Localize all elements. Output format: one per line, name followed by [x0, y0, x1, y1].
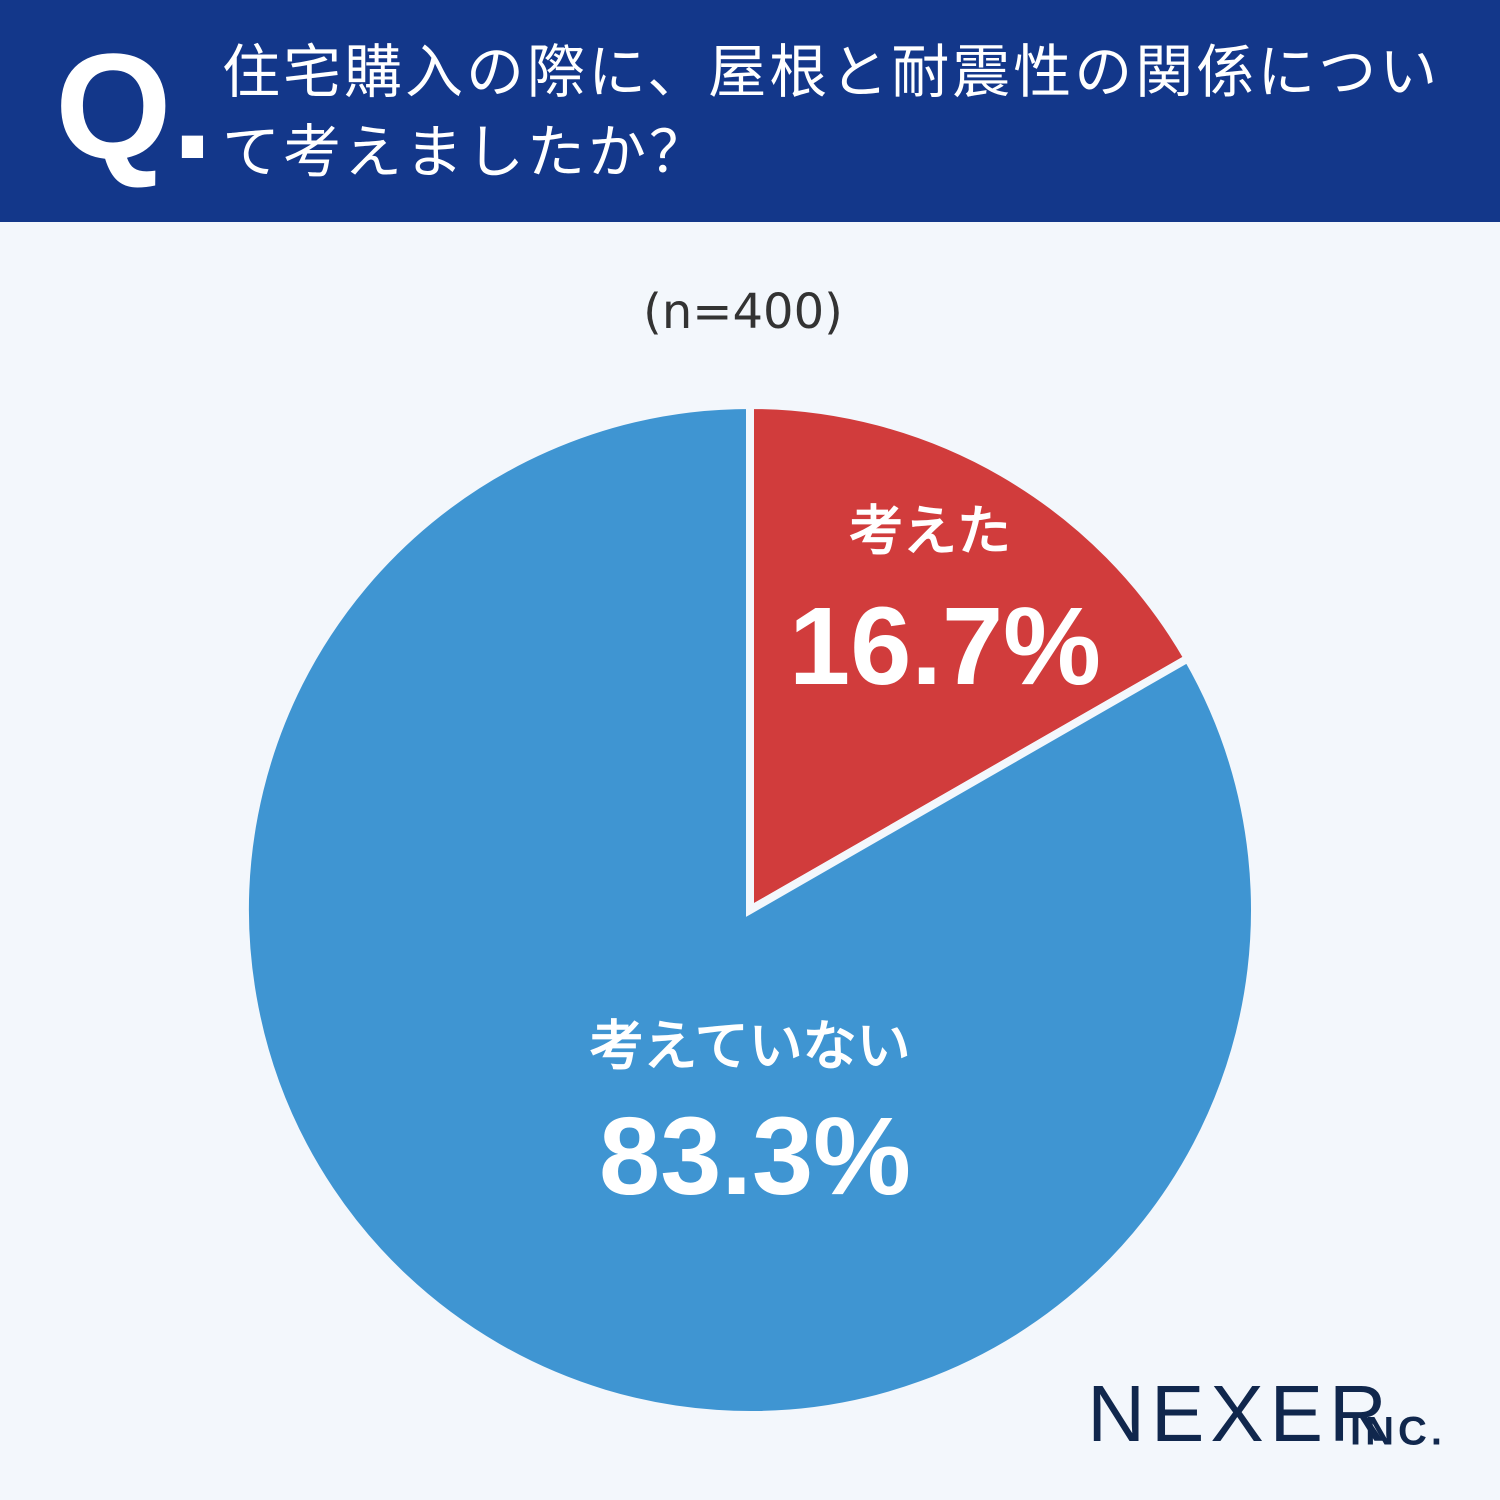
pie-slice [746, 400, 1194, 917]
chart-subtitle: (n=400) [643, 284, 843, 340]
question-mark: Q. [55, 22, 214, 190]
brand: NEXER [1087, 1369, 1393, 1458]
slice-label: 考えていない [589, 1015, 910, 1078]
value-label: 16.7% [789, 585, 1101, 708]
slice-label: 考えた [849, 500, 1011, 563]
brand-suffix: INC. [1350, 1410, 1446, 1454]
value-label: 83.3% [599, 1095, 911, 1218]
header: Q. 住宅購入の際に、屋根と耐震性の関係について考えましたか？ [0, 0, 1500, 222]
pie-slice [241, 400, 1259, 1419]
chart-title: 住宅購入の際に、屋根と耐震性の関係について考えましたか？ [222, 38, 1441, 186]
